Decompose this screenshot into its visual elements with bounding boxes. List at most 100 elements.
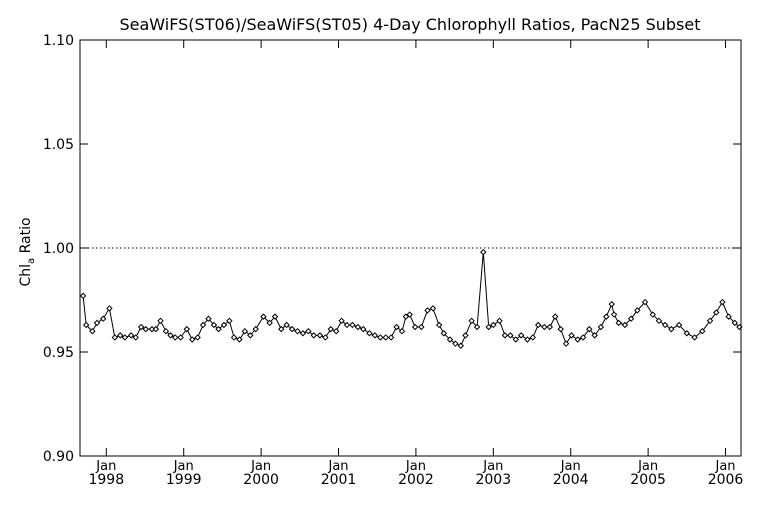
data-point <box>429 305 437 312</box>
y-axis-label-main: Chl <box>18 264 34 287</box>
data-point <box>382 334 389 341</box>
data-point <box>343 321 351 329</box>
data-point <box>586 325 593 333</box>
y-tick-label: 1.05 <box>43 137 74 153</box>
x-tick-month-label: Jan <box>560 459 581 474</box>
x-tick-month-label: Jan <box>327 459 348 474</box>
y-axis-label: Chla Ratio <box>18 217 37 286</box>
data-point <box>157 317 164 325</box>
data-point <box>210 321 218 329</box>
data-point <box>557 325 564 333</box>
data-point <box>106 305 113 312</box>
x-tick-year-label: 2003 <box>475 472 511 488</box>
data-point <box>266 319 273 327</box>
data-point <box>93 319 101 327</box>
data-point <box>398 327 406 335</box>
data-point <box>501 332 509 339</box>
data-point <box>627 315 635 322</box>
data-point <box>137 323 145 331</box>
data-point <box>706 317 714 325</box>
data-point <box>226 317 233 325</box>
data-point <box>610 311 618 318</box>
data-point <box>568 332 575 339</box>
data-point <box>316 332 324 339</box>
y-tick-label: 0.95 <box>43 345 74 361</box>
data-point <box>402 313 410 320</box>
data-point <box>100 315 107 322</box>
data-point <box>305 327 312 335</box>
data-point <box>152 325 160 333</box>
y-axis: 0.90 0.95 1.00 1.05 1.10 <box>43 33 741 465</box>
data-point <box>294 327 301 335</box>
data-point <box>252 325 259 333</box>
data-point <box>462 332 469 339</box>
data-point <box>230 334 238 341</box>
x-tick-month-label: Jan <box>405 459 426 474</box>
data-point <box>271 313 279 320</box>
data-point <box>621 321 629 329</box>
y-tick-label: 1.10 <box>43 33 74 49</box>
data-point <box>322 334 329 341</box>
data-point <box>683 330 691 337</box>
data-point <box>283 321 290 329</box>
data-point <box>117 332 124 339</box>
data-point <box>691 334 698 341</box>
data-point <box>490 321 497 329</box>
data-point <box>699 327 706 335</box>
data-point <box>247 332 254 339</box>
data-point <box>541 323 548 331</box>
x-tick-year-label: 2002 <box>398 472 434 488</box>
data-point <box>349 321 356 329</box>
data-point <box>535 321 542 329</box>
data-point <box>615 319 622 327</box>
data-point <box>546 323 554 331</box>
data-point <box>189 336 196 343</box>
data-point <box>411 323 419 331</box>
svg-text:Chla Ratio: Chla Ratio <box>18 217 37 286</box>
x-axis: Jan1998Jan1999Jan2000Jan2001Jan2002Jan20… <box>88 40 743 488</box>
data-point <box>603 313 610 320</box>
data-point <box>79 292 87 300</box>
data-point <box>675 321 683 329</box>
data-point <box>529 334 536 341</box>
data-point <box>591 332 598 339</box>
y-axis-label-rest: Ratio <box>18 217 34 257</box>
data-point <box>661 321 669 329</box>
data-point <box>377 334 384 341</box>
data-point <box>236 336 243 343</box>
data-point <box>655 317 663 325</box>
data-point <box>597 323 605 331</box>
y-tick-label: 1.00 <box>43 241 74 257</box>
x-tick-year-label: 2004 <box>553 472 589 488</box>
x-tick-month-label: Jan <box>714 459 735 474</box>
x-tick-year-label: 2000 <box>243 472 279 488</box>
data-point <box>440 330 447 337</box>
data-point <box>485 323 492 331</box>
data-point <box>199 321 207 329</box>
data-point <box>496 317 503 325</box>
data-point <box>288 325 296 333</box>
data-point <box>446 336 454 343</box>
data-point <box>524 336 531 343</box>
data-point <box>354 323 362 331</box>
data-point <box>366 330 373 337</box>
data-point <box>299 330 307 337</box>
data-point <box>579 334 587 341</box>
x-tick-month-label: Jan <box>637 459 658 474</box>
data-point <box>507 332 514 339</box>
data-point <box>387 334 395 341</box>
x-tick-month-label: Jan <box>250 459 271 474</box>
x-tick-year-label: 1999 <box>166 472 202 488</box>
y-tick-label: 0.90 <box>43 449 74 465</box>
data-point <box>725 313 732 320</box>
data-point <box>162 327 170 335</box>
data-point <box>517 332 525 339</box>
data-point <box>418 323 425 331</box>
data-point <box>171 334 179 341</box>
data-point <box>310 332 317 339</box>
data-point <box>634 307 641 314</box>
data-point <box>649 311 656 318</box>
y-axis-label-sub: a <box>26 258 37 264</box>
data-point <box>641 298 649 306</box>
data-point <box>215 325 222 333</box>
